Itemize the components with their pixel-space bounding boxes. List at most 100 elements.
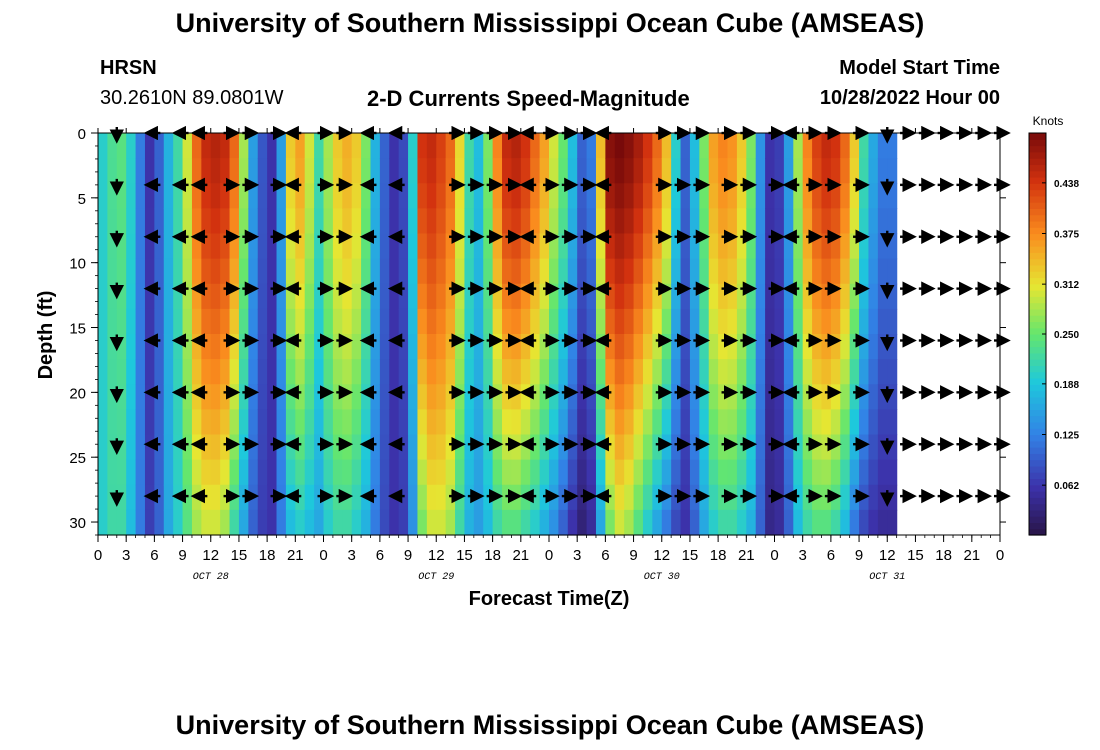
heatmap-cell xyxy=(144,334,155,360)
heatmap-cell xyxy=(577,484,588,511)
heatmap-cell xyxy=(342,283,353,310)
heatmap-cell xyxy=(877,183,888,209)
colorbar-swatch xyxy=(1029,497,1046,505)
heatmap-cell xyxy=(126,509,137,536)
heatmap-cell xyxy=(765,359,776,385)
heatmap-cell xyxy=(502,283,513,310)
colorbar-swatch xyxy=(1029,465,1046,473)
colorbar-swatch xyxy=(1029,271,1046,279)
heatmap-cell xyxy=(191,208,202,235)
heatmap-cell xyxy=(98,384,108,410)
heatmap-cell xyxy=(511,484,522,511)
heatmap-cell xyxy=(708,308,719,335)
heatmap-cell xyxy=(426,409,437,436)
heatmap-cell xyxy=(238,233,249,260)
heatmap-cell xyxy=(793,484,804,511)
heatmap-cell xyxy=(210,208,221,235)
heatmap-cell xyxy=(614,459,625,486)
heatmap-cell xyxy=(304,208,315,235)
heatmap-cell xyxy=(624,133,635,159)
heatmap-cell xyxy=(520,208,531,235)
heatmap-cell xyxy=(314,434,325,461)
heatmap-cell xyxy=(351,484,362,511)
heatmap-cell xyxy=(859,158,870,184)
heatmap-cell xyxy=(520,283,531,310)
heatmap-cell xyxy=(455,183,466,209)
heatmap-cell xyxy=(624,334,635,360)
heatmap-cell xyxy=(652,334,663,360)
heatmap-cell xyxy=(718,283,729,310)
heatmap-cell xyxy=(201,208,212,235)
heatmap-cell xyxy=(736,384,747,410)
heatmap-cell xyxy=(182,158,193,184)
heatmap-cell xyxy=(98,233,108,260)
heatmap-cell xyxy=(483,459,494,486)
heatmap-cell xyxy=(887,158,898,184)
heatmap-cell xyxy=(727,133,738,159)
colorbar-swatch xyxy=(1029,189,1046,197)
heatmap-cell xyxy=(361,384,372,410)
heatmap-cell xyxy=(520,308,531,335)
heatmap-cell xyxy=(680,459,691,486)
colorbar-swatch xyxy=(1029,264,1046,272)
heatmap-cell xyxy=(116,359,127,385)
heatmap-cell xyxy=(173,459,184,486)
heatmap-cell xyxy=(868,434,879,461)
heatmap-cell xyxy=(539,409,550,436)
heatmap-cell xyxy=(267,308,278,335)
heatmap-cell xyxy=(163,133,174,159)
heatmap-cell xyxy=(323,308,334,335)
heatmap-cell xyxy=(558,484,569,511)
heatmap-cell xyxy=(220,158,231,184)
heatmap-cell xyxy=(304,283,315,310)
heatmap-cell xyxy=(257,258,268,285)
heatmap-cell xyxy=(191,133,202,159)
heatmap-cell xyxy=(295,308,306,335)
y-axis: 0 5 10 15 20 25 30 xyxy=(69,126,1006,536)
heatmap-cell xyxy=(708,484,719,511)
heatmap-cell xyxy=(530,384,541,410)
heatmap-cell xyxy=(595,208,606,235)
heatmap-cell xyxy=(689,334,700,360)
heatmap-cell xyxy=(727,208,738,235)
heatmap-cell xyxy=(558,208,569,235)
heatmap-cell xyxy=(502,158,513,184)
heatmap-cell xyxy=(830,158,841,184)
heatmap-cell xyxy=(182,459,193,486)
colorbar-swatch xyxy=(1029,447,1046,454)
heatmap-cell xyxy=(314,258,325,285)
heatmap-cell xyxy=(633,359,644,385)
x-tick-label: 0 xyxy=(996,547,1004,564)
heatmap-cell xyxy=(492,308,503,335)
heatmap-cell xyxy=(492,359,503,385)
heatmap-cell xyxy=(417,359,428,385)
heatmap-cell xyxy=(680,283,691,310)
heatmap-cell xyxy=(276,208,287,235)
colorbar-swatch xyxy=(1029,315,1046,323)
heatmap-cell xyxy=(473,283,484,310)
colorbar-tick-label: 0.375 xyxy=(1054,230,1079,241)
heatmap xyxy=(98,133,898,536)
heatmap-cell xyxy=(389,459,400,486)
colorbar-swatch xyxy=(1029,183,1046,191)
x-tick-label: 21 xyxy=(512,547,529,564)
heatmap-cell xyxy=(220,459,231,486)
heatmap-cell xyxy=(182,308,193,335)
heatmap-cell xyxy=(417,509,428,536)
heatmap-cell xyxy=(567,384,578,410)
heatmap-cell xyxy=(426,233,437,260)
heatmap-cell xyxy=(314,133,325,159)
heatmap-cell xyxy=(238,308,249,335)
heatmap-cell xyxy=(229,334,240,360)
heatmap-cell xyxy=(577,133,588,159)
heatmap-cell xyxy=(182,484,193,511)
heatmap-cell xyxy=(483,484,494,511)
colorbar-swatch xyxy=(1029,491,1046,498)
heatmap-cell xyxy=(210,359,221,385)
heatmap-cell xyxy=(821,158,832,184)
heatmap-cell xyxy=(511,359,522,385)
heatmap-cell xyxy=(154,158,165,184)
heatmap-cell xyxy=(398,233,409,260)
heatmap-cell xyxy=(586,334,597,360)
heatmap-cell xyxy=(802,308,813,335)
